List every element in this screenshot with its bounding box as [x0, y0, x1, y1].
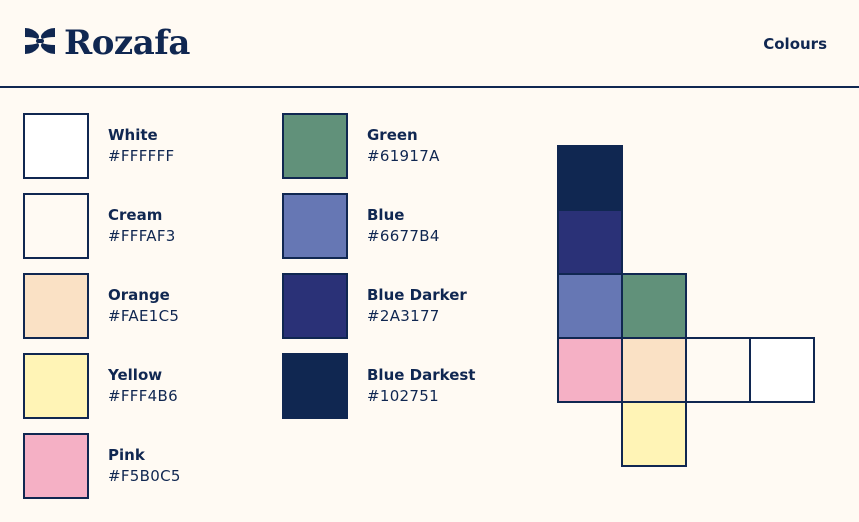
color-chip	[282, 113, 348, 179]
swatch-name: Blue Darkest	[367, 366, 476, 384]
color-chip	[23, 433, 89, 499]
swatch-blue-darker: Blue Darker #2A3177	[282, 273, 475, 339]
swatch-name: Blue	[367, 206, 405, 224]
rozafa-emblem-icon	[25, 28, 55, 54]
swatch-hex: #FFFFFF	[108, 147, 175, 165]
swatch-name: Orange	[108, 286, 170, 304]
swatch-white: White #FFFFFF	[23, 113, 181, 179]
mosaic-tile	[621, 273, 687, 339]
mosaic-tile	[621, 337, 687, 403]
mosaic-tile	[621, 401, 687, 467]
swatch-name: Blue Darker	[367, 286, 467, 304]
mosaic-tile	[557, 337, 623, 403]
swatch-hex: #61917A	[367, 147, 440, 165]
swatch-hex: #FFF4B6	[108, 387, 178, 405]
swatch-green: Green #61917A	[282, 113, 475, 179]
color-chip	[23, 273, 89, 339]
color-chip	[23, 193, 89, 259]
palette-column-light: White #FFFFFF Cream #FFFAF3 Orange #FAE1…	[23, 113, 181, 513]
swatch-blue: Blue #6677B4	[282, 193, 475, 259]
color-chip	[23, 353, 89, 419]
color-chip	[282, 193, 348, 259]
swatch-name: Yellow	[108, 366, 163, 384]
swatch-yellow: Yellow #FFF4B6	[23, 353, 181, 419]
brand-wordmark: Rozafa	[64, 23, 190, 63]
mosaic-tile	[557, 145, 623, 211]
color-chip	[282, 273, 348, 339]
swatch-hex: #FFFAF3	[108, 227, 176, 245]
swatch-hex: #6677B4	[367, 227, 440, 245]
swatch-name: Cream	[108, 206, 163, 224]
swatch-name: Green	[367, 126, 418, 144]
swatch-cream: Cream #FFFAF3	[23, 193, 181, 259]
swatch-hex: #102751	[367, 387, 439, 405]
page-title[interactable]: Colours	[763, 35, 827, 53]
brand-logo[interactable]: Rozafa	[24, 23, 190, 63]
swatch-hex: #FAE1C5	[108, 307, 180, 325]
mosaic-tile	[685, 337, 751, 403]
mosaic-tile	[557, 209, 623, 275]
color-chip	[23, 113, 89, 179]
header-bar: Rozafa Colours	[0, 0, 859, 88]
swatch-orange: Orange #FAE1C5	[23, 273, 181, 339]
mosaic-tile	[749, 337, 815, 403]
palette-column-dark: Green #61917A Blue #6677B4 Blue Darker #…	[282, 113, 475, 433]
swatch-hex: #F5B0C5	[108, 467, 181, 485]
swatch-pink: Pink #F5B0C5	[23, 433, 181, 499]
swatch-name: White	[108, 126, 158, 144]
color-chip	[282, 353, 348, 419]
mosaic-tile	[557, 273, 623, 339]
swatch-blue-darkest: Blue Darkest #102751	[282, 353, 475, 419]
swatch-name: Pink	[108, 446, 145, 464]
swatch-hex: #2A3177	[367, 307, 440, 325]
